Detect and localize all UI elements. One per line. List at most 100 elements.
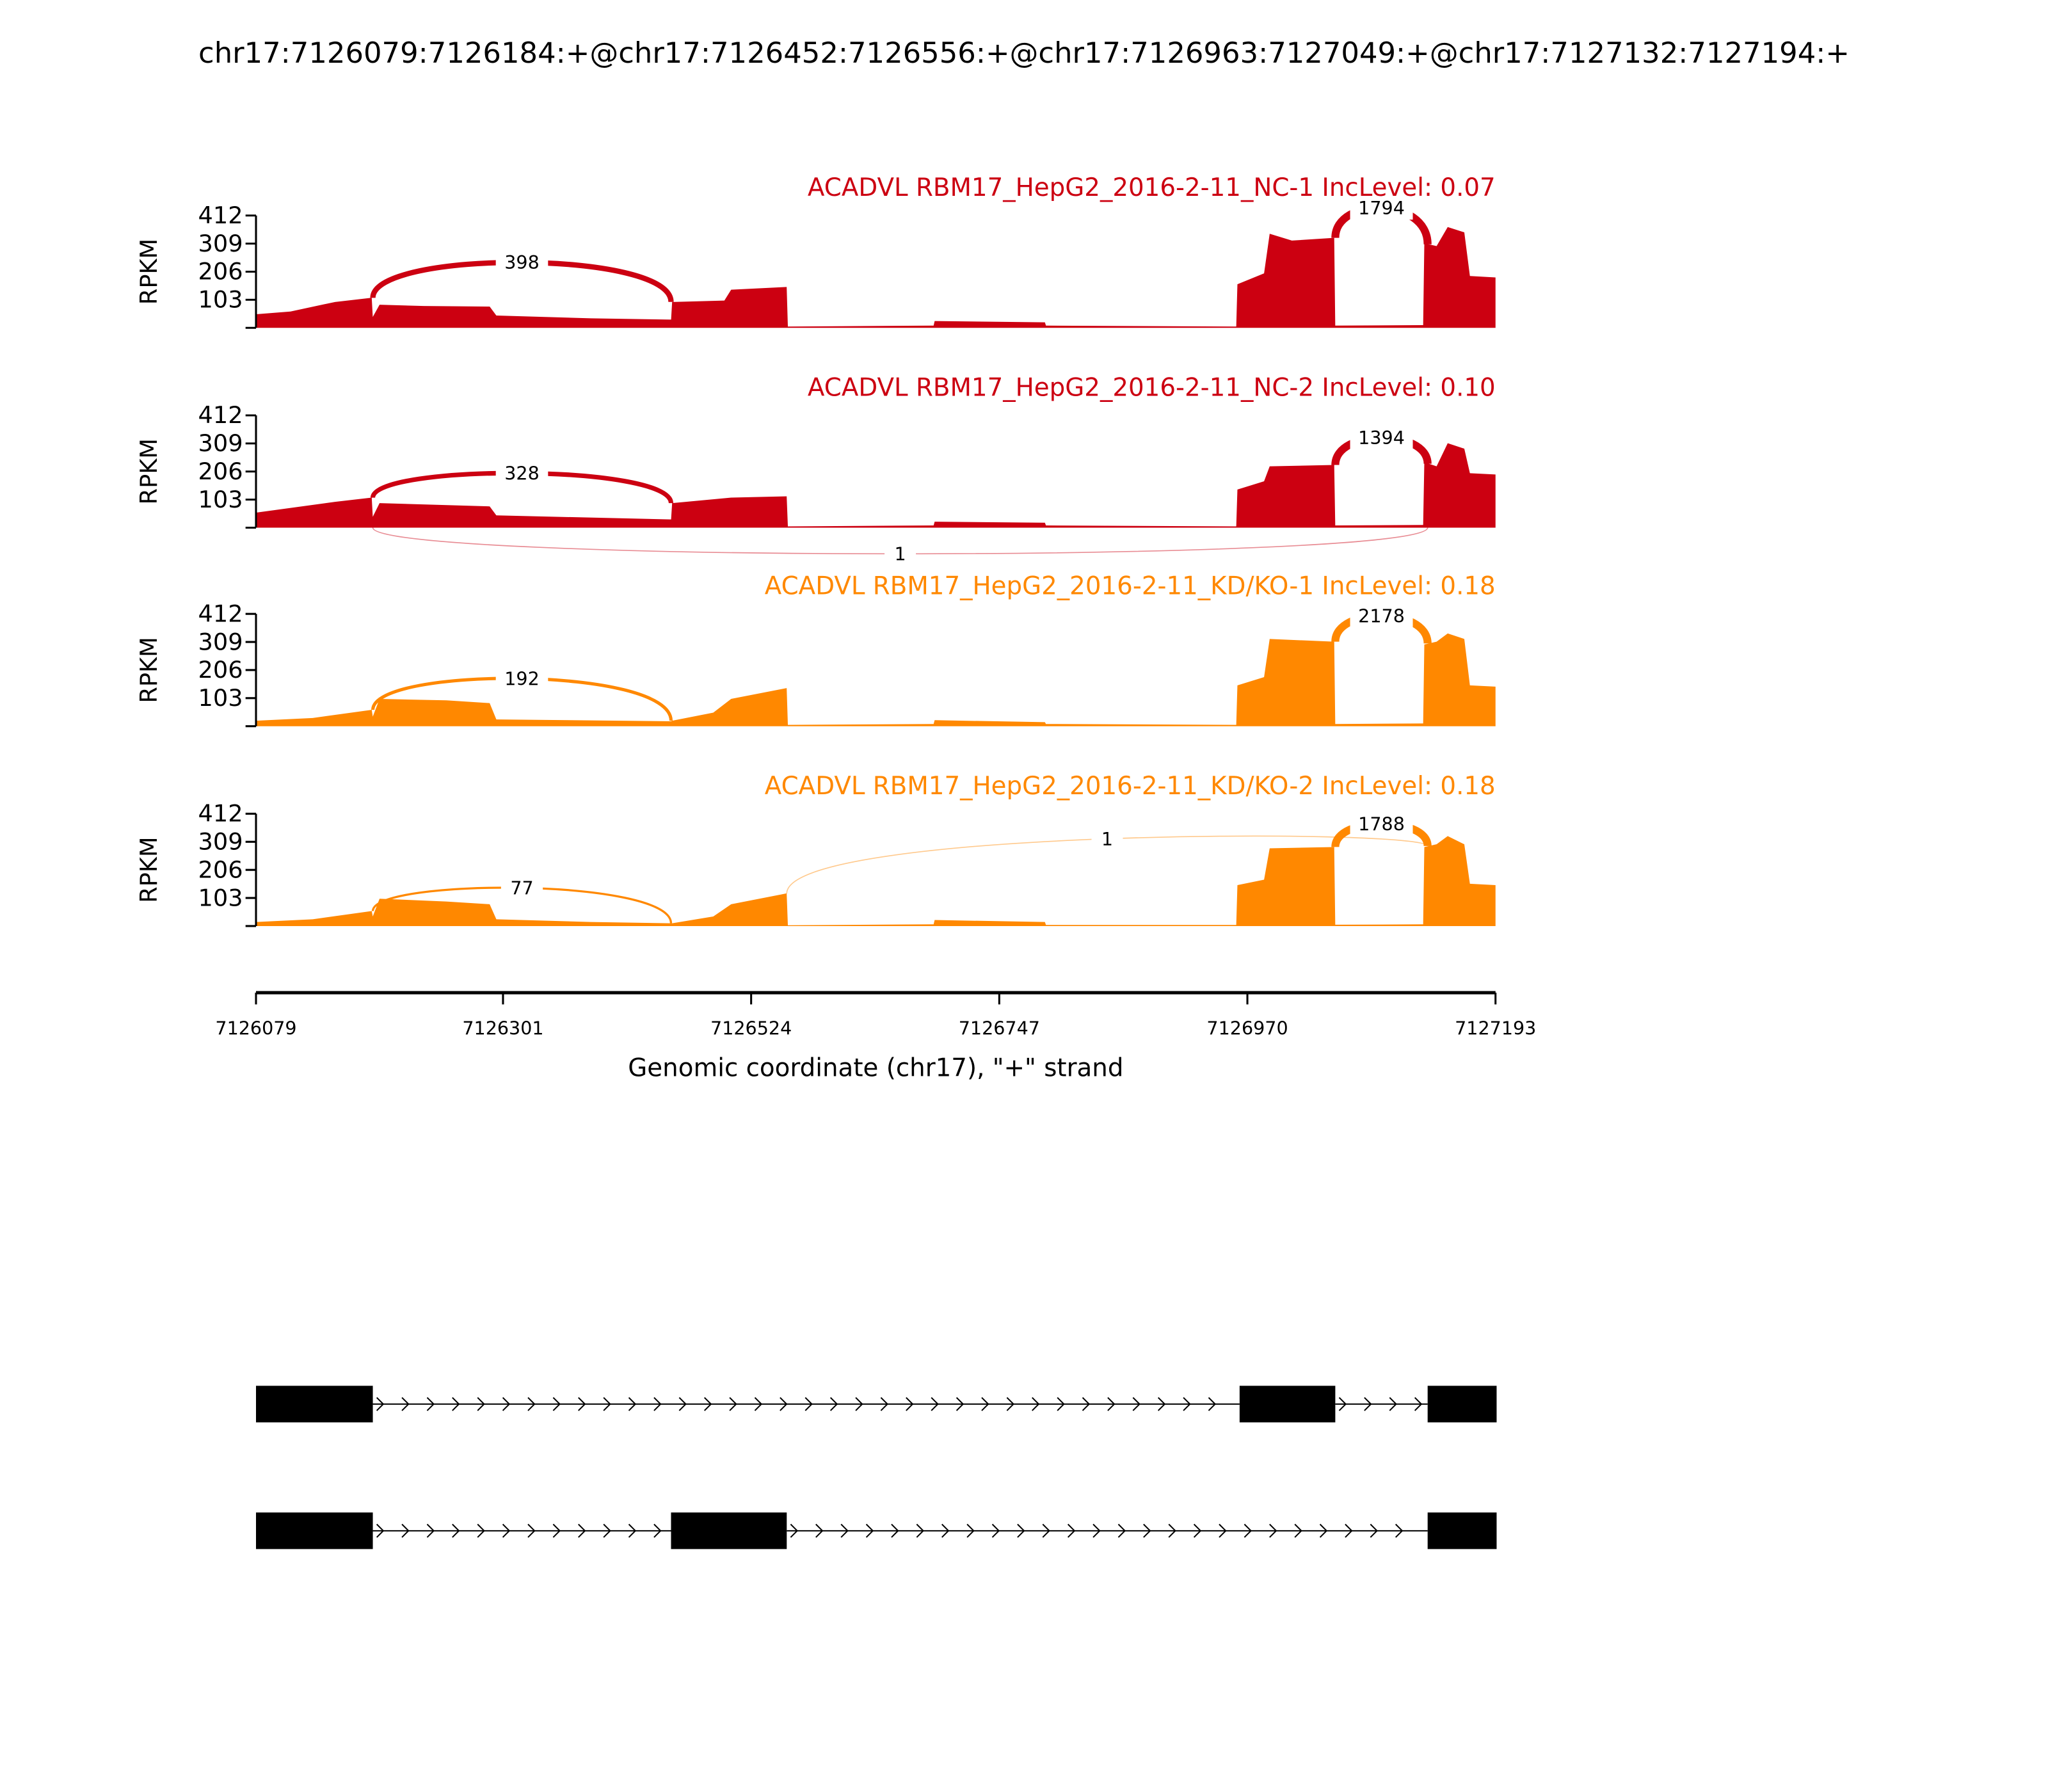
strand-chevron-icon <box>703 1396 712 1411</box>
junction-count-label: 1788 <box>1358 813 1405 835</box>
strand-chevron-icon <box>1414 1396 1423 1411</box>
strand-chevron-icon <box>1117 1523 1126 1538</box>
strand-chevron-icon <box>628 1396 637 1411</box>
sample-panel: ACADVL RBM17_HepG2_2016-2-11_KD/KO-2 Inc… <box>135 772 1496 927</box>
y-tick-label: 206 <box>198 856 243 883</box>
junction-label-bg <box>495 666 548 691</box>
strand-chevron-icon <box>527 1396 536 1411</box>
coverage-panels: ACADVL RBM17_HepG2_2016-2-11_NC-1 IncLev… <box>135 173 1496 927</box>
strand-chevron-icon <box>578 1523 586 1538</box>
strand-chevron-icon <box>401 1523 410 1538</box>
y-tick-label: 412 <box>198 600 243 627</box>
junction-label-bg <box>1350 812 1413 836</box>
junction-count-label: 328 <box>504 462 540 484</box>
junction-count-label: 192 <box>504 668 540 689</box>
strand-chevron-icon <box>426 1523 435 1538</box>
strand-chevron-icon <box>1032 1396 1040 1411</box>
strand-chevron-icon <box>477 1523 485 1538</box>
sample-panel: ACADVL RBM17_HepG2_2016-2-11_NC-1 IncLev… <box>135 173 1496 329</box>
transcript-track <box>256 1386 1497 1423</box>
junction-count-label: 1 <box>1101 828 1113 850</box>
strand-chevron-icon <box>956 1396 964 1411</box>
strand-chevron-icon <box>1269 1523 1277 1538</box>
strand-chevron-icon <box>1338 1396 1347 1411</box>
strand-chevron-icon <box>1208 1396 1217 1411</box>
y-tick-label: 309 <box>198 828 243 856</box>
x-tick-label: 7127193 <box>1455 1017 1536 1039</box>
strand-chevron-icon <box>1107 1396 1116 1411</box>
strand-chevron-icon <box>452 1396 460 1411</box>
strand-chevron-icon <box>1244 1523 1252 1538</box>
strand-chevron-icon <box>855 1396 863 1411</box>
junction-label-bg <box>1350 196 1413 220</box>
y-tick-label: 206 <box>198 656 243 684</box>
junction-count-label: 1394 <box>1358 427 1405 449</box>
junction-label-bg <box>1350 604 1413 628</box>
strand-chevron-icon <box>804 1396 813 1411</box>
strand-chevron-icon <box>1364 1396 1372 1411</box>
strand-chevron-icon <box>1132 1396 1140 1411</box>
strand-chevron-icon <box>653 1396 662 1411</box>
strand-chevron-icon <box>1345 1523 1353 1538</box>
y-tick-label: 103 <box>198 884 243 911</box>
y-tick-label: 309 <box>198 230 243 257</box>
exon-block <box>256 1512 373 1549</box>
strand-chevron-icon <box>628 1523 637 1538</box>
strand-chevron-icon <box>780 1396 788 1411</box>
strand-chevron-icon <box>1143 1523 1151 1538</box>
strand-chevron-icon <box>376 1396 385 1411</box>
y-tick-label: 103 <box>198 684 243 712</box>
exon-block <box>1239 1386 1336 1423</box>
y-tick-label: 412 <box>198 401 243 429</box>
strand-chevron-icon <box>981 1396 989 1411</box>
strand-chevron-icon <box>376 1523 385 1538</box>
y-tick-label: 309 <box>198 628 243 655</box>
sample-panel: ACADVL RBM17_HepG2_2016-2-11_KD/KO-1 Inc… <box>135 572 1496 728</box>
strand-chevron-icon <box>1219 1523 1227 1538</box>
coverage-area <box>256 836 1496 926</box>
strand-chevron-icon <box>502 1523 511 1538</box>
strand-chevron-icon <box>931 1396 939 1411</box>
junction-count-label: 1794 <box>1358 197 1405 219</box>
strand-chevron-icon <box>1294 1523 1302 1538</box>
junction-label-bg <box>1350 426 1413 450</box>
y-axis-label: RPKM <box>135 637 163 703</box>
strand-chevron-icon <box>1168 1523 1176 1538</box>
gene-models <box>256 1386 1497 1549</box>
sample-title: ACADVL RBM17_HepG2_2016-2-11_KD/KO-1 Inc… <box>765 572 1496 601</box>
junction-count-label: 77 <box>510 877 533 899</box>
strand-chevron-icon <box>426 1396 435 1411</box>
strand-chevron-icon <box>991 1523 1000 1538</box>
y-tick-label: 412 <box>198 800 243 828</box>
x-tick-label: 7126747 <box>959 1017 1040 1039</box>
x-tick-label: 7126301 <box>462 1017 543 1039</box>
exon-block <box>671 1512 787 1549</box>
strand-chevron-icon <box>678 1396 687 1411</box>
strand-chevron-icon <box>1017 1523 1025 1538</box>
transcript-track <box>256 1512 1497 1549</box>
sample-panel: ACADVL RBM17_HepG2_2016-2-11_NC-2 IncLev… <box>135 373 1496 566</box>
strand-chevron-icon <box>966 1523 975 1538</box>
strand-chevron-icon <box>880 1396 889 1411</box>
junction-label-bg <box>1091 827 1123 851</box>
strand-chevron-icon <box>527 1523 536 1538</box>
x-axis: 7126079 7126301 7126524 7126747 7126970 71271… <box>215 991 1536 1083</box>
strand-chevron-icon <box>1057 1396 1065 1411</box>
strand-chevron-icon <box>653 1523 662 1538</box>
strand-chevron-icon <box>1319 1523 1328 1538</box>
strand-chevron-icon <box>1067 1523 1076 1538</box>
strand-chevron-icon <box>1042 1523 1050 1538</box>
exon-block <box>256 1386 373 1423</box>
x-axis-label: Genomic coordinate (chr17), "+" strand <box>628 1054 1123 1083</box>
junction-label-bg <box>495 250 548 275</box>
strand-chevron-icon <box>1183 1396 1191 1411</box>
strand-chevron-icon <box>906 1396 914 1411</box>
strand-chevron-icon <box>916 1523 924 1538</box>
x-tick-label: 7126970 <box>1206 1017 1288 1039</box>
y-axis-label: RPKM <box>135 239 163 305</box>
junction-count-label: 2178 <box>1358 605 1405 627</box>
y-tick-label: 412 <box>198 202 243 229</box>
strand-chevron-icon <box>891 1523 899 1538</box>
y-tick-label: 103 <box>198 286 243 314</box>
strand-chevron-icon <box>754 1396 763 1411</box>
